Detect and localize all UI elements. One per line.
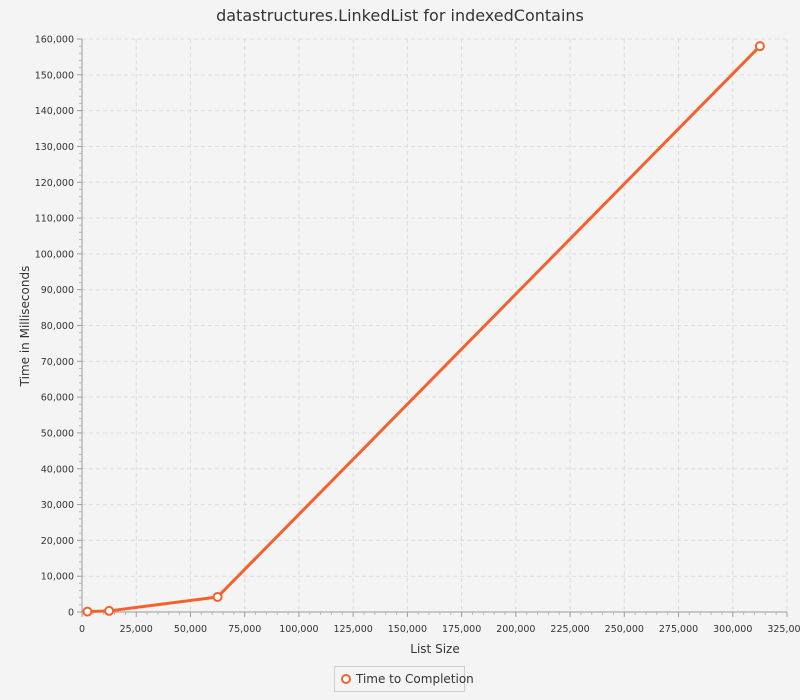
y-tick-label: 30,000: [41, 500, 74, 511]
legend-label: Time to Completion: [356, 672, 474, 686]
x-tick-label: 325,000: [767, 624, 800, 635]
x-tick-label: 300,000: [713, 624, 752, 635]
data-point[interactable]: [82, 606, 93, 617]
x-tick-label: 100,000: [279, 624, 318, 635]
x-tick-label: 225,000: [550, 624, 589, 635]
x-tick-label: 75,000: [228, 624, 261, 635]
legend: Time to Completion: [334, 666, 474, 692]
tick-label-layer: 0 25,000 50,000 75,000 100,000 125,000 150,000…: [35, 35, 800, 636]
series-line: [85, 44, 762, 614]
y-tick-label: 120,000: [35, 178, 74, 189]
y-axis-label: Time in Milliseconds: [18, 266, 32, 388]
y-tick-label: 100,000: [35, 249, 74, 260]
axis-layer: [77, 38, 788, 617]
legend-symbol-icon: [341, 674, 351, 684]
y-tick-label: 50,000: [41, 428, 74, 439]
y-tick-label: 90,000: [41, 285, 74, 296]
y-tick-label: 10,000: [41, 572, 74, 583]
x-tick-label: 200,000: [496, 624, 535, 635]
y-tick-label: 110,000: [35, 214, 74, 225]
grid-layer: [82, 38, 788, 612]
x-tick-label: 150,000: [388, 624, 427, 635]
y-tick-label: 140,000: [35, 106, 74, 117]
x-tick-label: 175,000: [442, 624, 481, 635]
x-tick-label: 0: [79, 624, 85, 635]
x-tick-label: 25,000: [120, 624, 153, 635]
x-tick-label: 50,000: [174, 624, 207, 635]
data-point[interactable]: [104, 605, 115, 616]
y-tick-label: 70,000: [41, 357, 74, 368]
y-tick-label: 40,000: [41, 464, 74, 475]
data-point[interactable]: [754, 41, 765, 52]
x-tick-label: 250,000: [605, 624, 644, 635]
series-layer: [82, 41, 765, 617]
x-tick-label: 125,000: [334, 624, 373, 635]
y-tick-label: 150,000: [35, 70, 74, 81]
y-tick-label: 60,000: [41, 393, 74, 404]
x-tick-label: 275,000: [659, 624, 698, 635]
chart-title: datastructures.LinkedList for indexedCon…: [216, 6, 584, 25]
y-tick-label: 130,000: [35, 142, 74, 153]
data-point[interactable]: [212, 591, 223, 602]
y-tick-label: 0: [68, 608, 74, 619]
y-tick-label: 20,000: [41, 536, 74, 547]
y-tick-label: 160,000: [35, 35, 74, 46]
x-axis-label: List Size: [410, 642, 459, 656]
y-tick-label: 80,000: [41, 321, 74, 332]
